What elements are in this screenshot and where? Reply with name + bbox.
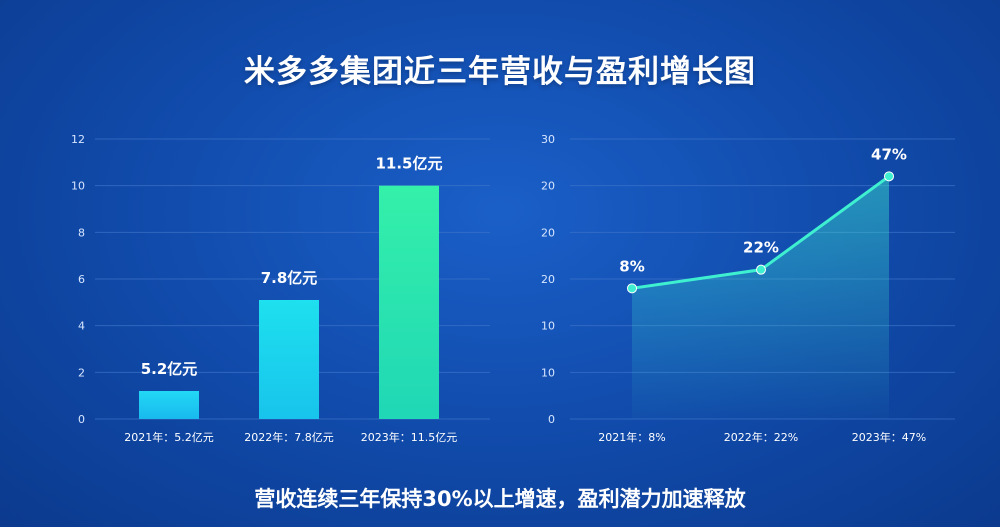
bar-3: [379, 185, 439, 419]
line-x-label: 2023年：47%: [852, 430, 926, 444]
line-x-label: 2022年：22%: [724, 430, 798, 444]
line-chart-points: [627, 171, 894, 294]
line-y-tick-label: 10: [541, 320, 555, 333]
line-point-2: [756, 264, 766, 275]
bar-1: [139, 391, 199, 419]
bar-x-label: 2022年：7.8亿元: [244, 430, 334, 444]
bar-chart-data-labels: 5.2亿元 7.8亿元 11.5亿元: [141, 155, 443, 378]
bar-y-tick-label: 10: [71, 180, 85, 193]
bar-y-tick-label: 8: [78, 226, 85, 239]
bar-data-label: 11.5亿元: [375, 155, 442, 173]
line-point-1: [627, 283, 637, 294]
line-y-tick-label: 0: [548, 413, 555, 426]
line-chart-x-labels: 2021年：8% 2022年：22% 2023年：47%: [598, 430, 926, 444]
bar-2: [259, 300, 319, 419]
line-chart-data-labels: 8% 22% 47%: [619, 145, 907, 275]
line-chart-y-ticks: 0 10 10 20 20 20 30: [541, 133, 555, 426]
line-y-tick-label: 20: [541, 226, 555, 239]
bar-y-tick-label: 0: [78, 413, 85, 426]
line-y-tick-label: 30: [541, 133, 555, 146]
line-y-tick-label: 20: [541, 273, 555, 286]
line-data-label: 22%: [743, 239, 779, 257]
chart-title: 米多多集团近三年营收与盈利增长图: [244, 54, 756, 90]
bar-data-label: 7.8亿元: [261, 269, 318, 287]
chart-subtitle: 营收连续三年保持30%以上增速，盈利潜力加速释放: [254, 487, 746, 511]
line-chart-area: [632, 176, 889, 419]
line-point-3: [884, 171, 894, 182]
line-y-tick-label: 20: [541, 180, 555, 193]
bar-x-label: 2021年：5.2亿元: [124, 430, 214, 444]
bar-y-tick-label: 6: [78, 273, 85, 286]
line-data-label: 47%: [871, 145, 907, 163]
bar-y-tick-label: 12: [71, 133, 85, 146]
bar-y-tick-label: 4: [78, 320, 85, 333]
profit-line-chart: 0 10 10 20 20 20 30 8% 22% 47% 2021年：8% 2022年：22%…: [541, 133, 955, 444]
line-x-label: 2021年：8%: [598, 430, 665, 444]
bar-y-tick-label: 2: [78, 366, 85, 379]
bar-x-label: 2023年：11.5亿元: [361, 430, 458, 444]
line-y-tick-label: 10: [541, 366, 555, 379]
bar-chart-y-ticks: 0 2 4 6 8 10 12: [71, 133, 85, 426]
bar-data-label: 5.2亿元: [141, 360, 198, 378]
bar-chart-x-labels: 2021年：5.2亿元 2022年：7.8亿元 2023年：11.5亿元: [124, 430, 457, 444]
bar-chart-bars: [139, 185, 439, 419]
line-data-label: 8%: [619, 257, 644, 275]
